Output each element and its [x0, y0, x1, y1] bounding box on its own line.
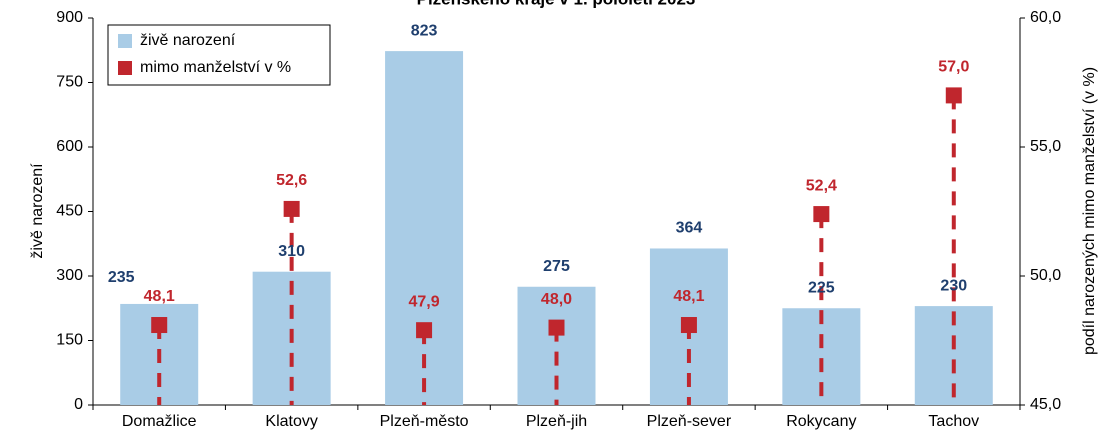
value-label: 52,4	[806, 177, 837, 194]
value-label: 230	[940, 277, 967, 294]
value-label: 275	[543, 258, 570, 275]
legend-label: živě narození	[140, 32, 236, 49]
y-tick-label: 900	[56, 9, 83, 26]
chart-title: Plzeňského kraje v 1. pololetí 2023	[417, 0, 696, 8]
marker	[283, 200, 300, 217]
y-tick-label: 450	[56, 203, 83, 220]
value-label: 47,9	[409, 293, 440, 310]
x-tick-label: Plzeň-sever	[647, 413, 732, 430]
legend	[107, 24, 331, 86]
y2-tick-label: 60,0	[1030, 9, 1061, 26]
y-axis-label: živě narození	[29, 163, 46, 259]
bar	[385, 51, 464, 406]
value-label: 52,6	[276, 172, 307, 189]
x-tick-label: Plzeň-jih	[526, 413, 587, 430]
y2-tick-label: 55,0	[1030, 138, 1061, 155]
y-tick-label: 600	[56, 138, 83, 155]
x-tick-label: Rokycany	[786, 413, 856, 430]
legend-swatch	[118, 34, 132, 48]
x-tick-label: Tachov	[928, 413, 979, 430]
x-tick-label: Klatovy	[265, 413, 317, 430]
value-label: 225	[808, 279, 835, 296]
value-label: 48,1	[673, 288, 704, 305]
x-tick-label: Plzeň-město	[380, 413, 469, 430]
value-label: 235	[108, 269, 135, 286]
value-label: 364	[676, 220, 703, 237]
marker	[151, 317, 168, 334]
y-tick-label: 300	[56, 267, 83, 284]
y2-axis-label: podíl narozených mimo manželství (v %)	[1081, 67, 1098, 355]
y-tick-label: 150	[56, 332, 83, 349]
value-label: 48,1	[144, 288, 175, 305]
value-label: 48,0	[541, 291, 572, 308]
marker	[680, 317, 697, 334]
legend-swatch	[118, 61, 132, 75]
y2-tick-label: 50,0	[1030, 267, 1061, 284]
marker	[813, 206, 830, 223]
y-tick-label: 0	[74, 396, 83, 413]
value-label: 57,0	[938, 59, 969, 76]
legend-label: mimo manželství v %	[140, 59, 291, 76]
x-tick-label: Domažlice	[122, 413, 197, 430]
value-label: 310	[278, 243, 305, 260]
marker	[416, 322, 433, 339]
y2-tick-label: 45,0	[1030, 396, 1061, 413]
value-label: 823	[411, 22, 438, 39]
marker	[945, 87, 962, 104]
y-tick-label: 750	[56, 74, 83, 91]
marker	[548, 319, 565, 336]
